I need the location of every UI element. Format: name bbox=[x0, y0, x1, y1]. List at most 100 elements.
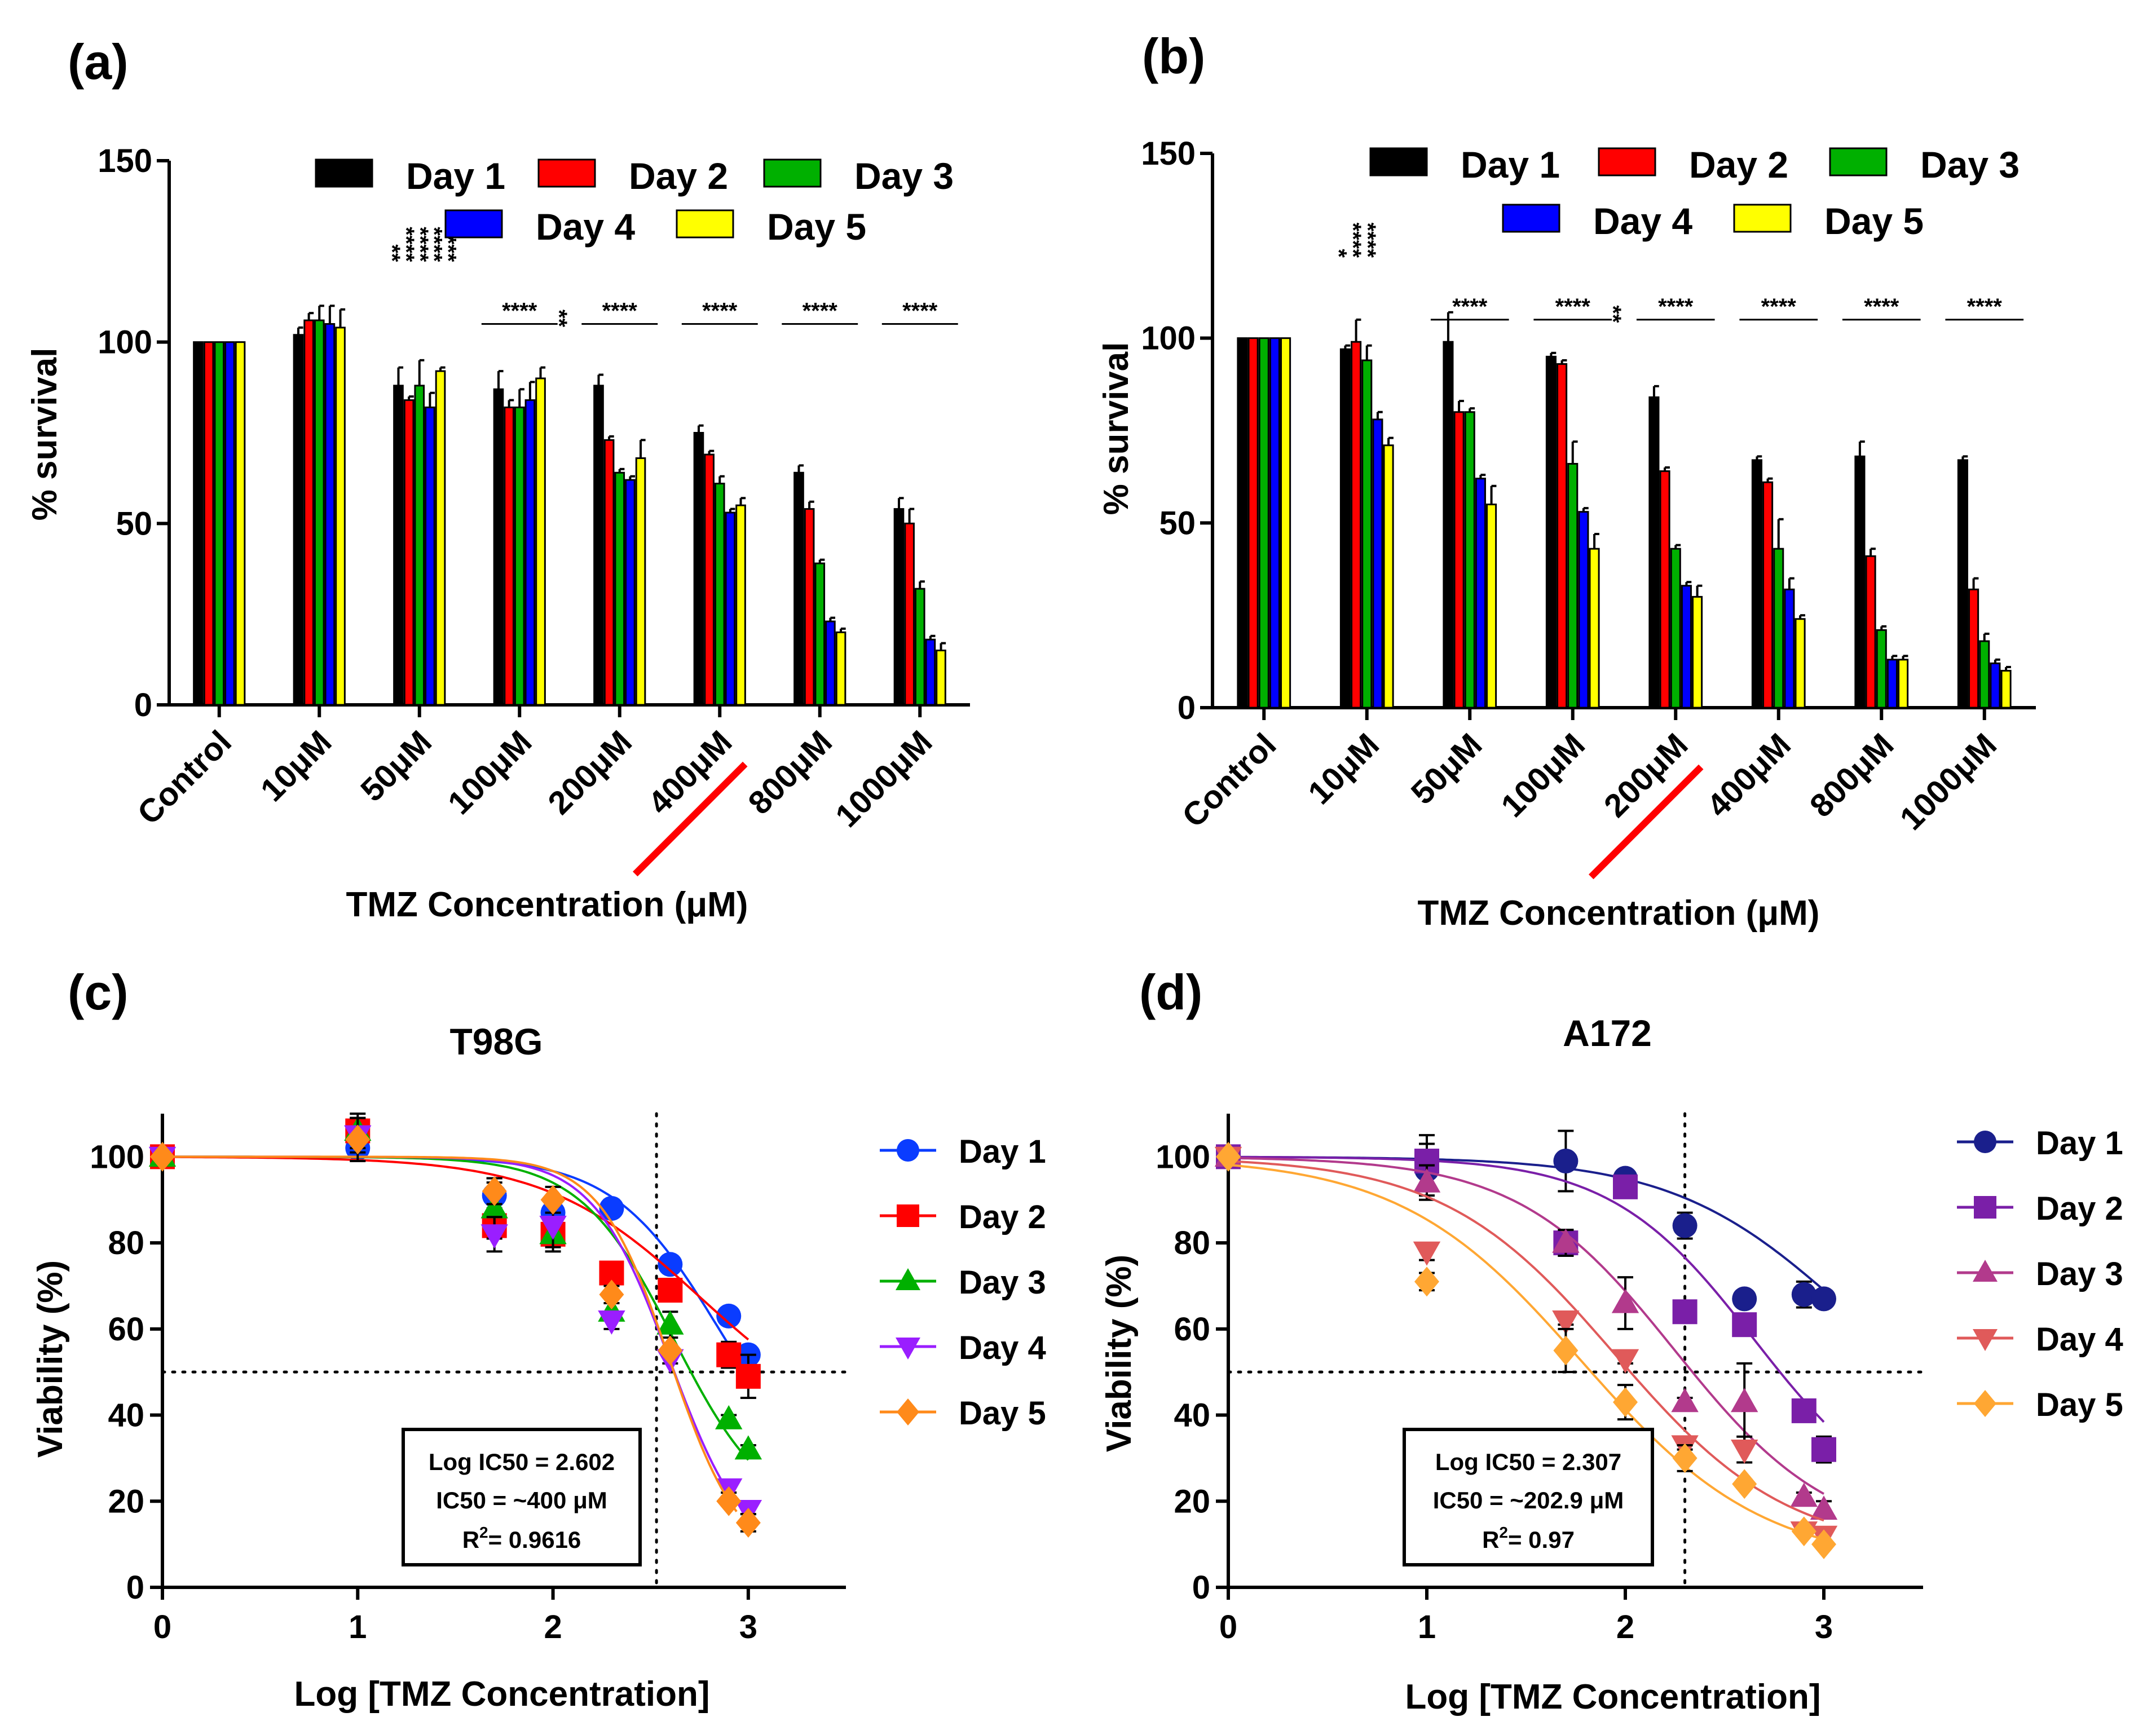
b-bar bbox=[1383, 444, 1394, 709]
b-bar bbox=[1443, 341, 1454, 709]
c-ytick-label: 20 bbox=[108, 1483, 144, 1520]
a-sig-vertical: *** bbox=[435, 236, 460, 262]
c-data-point bbox=[599, 1279, 624, 1310]
b-bar bbox=[1670, 548, 1681, 709]
d-annotation-line2: IC50 = ~202.9 μM bbox=[1433, 1487, 1624, 1513]
c-ytick-label: 40 bbox=[108, 1397, 144, 1434]
d-ylabel: Viability (%) bbox=[1100, 1255, 1139, 1452]
d-data-point bbox=[1791, 1282, 1816, 1307]
d-title: A172 bbox=[1563, 1012, 1652, 1054]
d-legend-label: Day 3 bbox=[2036, 1256, 2123, 1292]
c-ytick-label: 100 bbox=[90, 1138, 144, 1175]
b-bar bbox=[1854, 455, 1866, 709]
c-data-point bbox=[480, 1224, 508, 1249]
d-data-point bbox=[1611, 1349, 1639, 1374]
c-ytick-label: 80 bbox=[108, 1225, 144, 1261]
c-data-point bbox=[734, 1435, 762, 1460]
a-bar bbox=[735, 504, 746, 706]
d-r2-value: = 0.97 bbox=[1508, 1526, 1575, 1553]
a-category-label: 100μM bbox=[441, 723, 539, 822]
b-bar bbox=[1648, 396, 1660, 709]
a-bar bbox=[814, 562, 826, 706]
c-ytick-label: 60 bbox=[108, 1311, 144, 1348]
b-bar bbox=[1372, 418, 1383, 709]
c-annotation-box bbox=[402, 1428, 642, 1566]
a-bar bbox=[324, 323, 336, 706]
a-bar bbox=[804, 508, 815, 706]
d-annotation-line1: Log IC50 = 2.307 bbox=[1435, 1449, 1621, 1475]
a-bar bbox=[725, 511, 736, 706]
d-data-point bbox=[1672, 1299, 1698, 1325]
c-r2-symbol: R bbox=[462, 1526, 479, 1553]
b-legend-label: Day 4 bbox=[1593, 200, 1692, 242]
a-legend-label: Day 5 bbox=[767, 206, 866, 248]
c-legend-marker bbox=[897, 1204, 919, 1227]
d-ytick-label: 80 bbox=[1174, 1225, 1210, 1261]
b-sig-label: **** bbox=[1452, 294, 1488, 319]
a-ylabel: % survival bbox=[25, 348, 64, 521]
a-sig-extra: ** bbox=[546, 310, 571, 328]
b-bar bbox=[1681, 585, 1692, 709]
c-data-point bbox=[539, 1215, 567, 1240]
a-category-label: 800μM bbox=[741, 723, 839, 822]
d-legend-marker bbox=[1974, 1131, 1996, 1153]
b-bar bbox=[1464, 411, 1475, 709]
c-xtick-label: 3 bbox=[739, 1609, 757, 1645]
b-category-label: Control bbox=[1175, 726, 1284, 835]
b-highlight-underline bbox=[1589, 764, 1704, 880]
a-bar bbox=[514, 406, 525, 706]
b-bar bbox=[1751, 459, 1762, 709]
b-ylabel: % survival bbox=[1097, 342, 1136, 515]
d-xtick-label: 3 bbox=[1815, 1609, 1833, 1645]
d-ytick-label: 100 bbox=[1156, 1138, 1210, 1175]
a-bar bbox=[193, 341, 204, 706]
b-ytick-label: 50 bbox=[1159, 505, 1196, 541]
b-bar bbox=[1557, 363, 1568, 709]
c-data-point bbox=[735, 1363, 761, 1389]
c-xtick-label: 2 bbox=[544, 1609, 562, 1645]
a-ytick-label: 0 bbox=[134, 687, 152, 723]
a-legend-label: Day 1 bbox=[406, 155, 505, 197]
a-sig-label: **** bbox=[902, 299, 938, 324]
d-xtick-label: 2 bbox=[1616, 1609, 1634, 1645]
a-bar bbox=[603, 439, 615, 706]
b-legend-label: Day 2 bbox=[1689, 144, 1788, 186]
c-data-point bbox=[715, 1405, 743, 1429]
b-bar bbox=[1453, 411, 1465, 709]
d-annotation-line3: R2= 0.97 bbox=[1482, 1524, 1575, 1553]
d-data-point bbox=[1672, 1443, 1698, 1473]
b-ytick-label: 0 bbox=[1178, 690, 1196, 726]
d-data-point bbox=[1611, 1288, 1639, 1313]
c-xlabel: Log [TMZ Concentration] bbox=[294, 1675, 710, 1714]
d-legend-label: Day 2 bbox=[2036, 1190, 2123, 1227]
d-ytick-label: 20 bbox=[1174, 1483, 1210, 1520]
a-highlight-underline bbox=[633, 761, 748, 877]
a-bar bbox=[303, 319, 314, 706]
d-fit-curve bbox=[1228, 1160, 1824, 1522]
c-data-point bbox=[716, 1342, 742, 1367]
a-sig-label: **** bbox=[803, 299, 838, 324]
c-data-point bbox=[716, 1486, 742, 1516]
a-ytick-label: 150 bbox=[98, 143, 152, 179]
a-bar bbox=[714, 483, 725, 706]
panel-label-a: (a) bbox=[68, 34, 129, 90]
d-data-point bbox=[1552, 1310, 1580, 1335]
d-data-point bbox=[1671, 1388, 1699, 1413]
d-data-point bbox=[1553, 1335, 1579, 1366]
c-legend-label: Day 4 bbox=[959, 1330, 1046, 1366]
b-bar bbox=[1876, 629, 1887, 709]
b-category-label: 50μM bbox=[1404, 726, 1489, 811]
c-data-point bbox=[482, 1176, 507, 1206]
c-legend-marker bbox=[896, 1268, 920, 1290]
b-bar bbox=[1886, 659, 1898, 709]
d-data-point bbox=[1553, 1149, 1579, 1173]
a-bar bbox=[335, 326, 346, 706]
c-data-point bbox=[735, 1508, 761, 1538]
a-legend-swatch bbox=[537, 158, 596, 188]
a-bar bbox=[704, 453, 715, 706]
b-sig-vertical: **** bbox=[1355, 223, 1380, 258]
a-bar bbox=[904, 522, 915, 706]
d-data-point bbox=[1414, 1266, 1439, 1297]
c-fit-curve bbox=[162, 1155, 749, 1461]
c-legend-label: Day 5 bbox=[959, 1395, 1046, 1432]
